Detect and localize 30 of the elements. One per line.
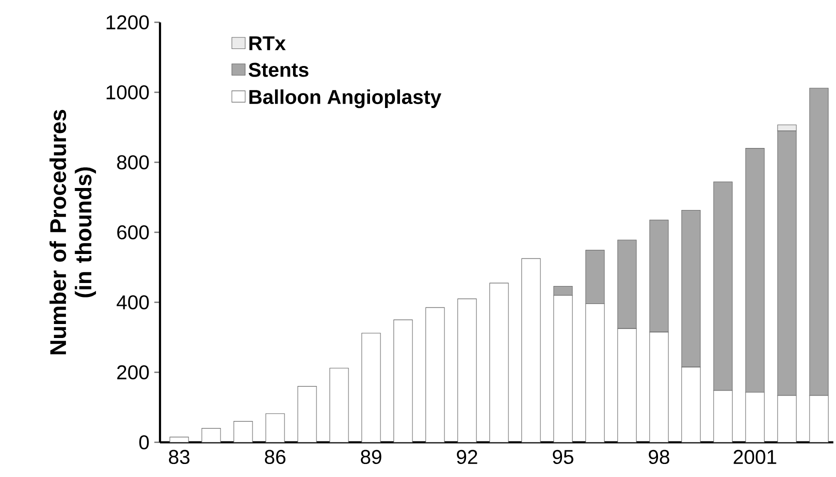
y-axis-title: Number of Procedures (in thounds)	[50, 110, 96, 354]
legend-label: RTx	[249, 36, 286, 50]
x-tick-label: 86	[264, 450, 286, 464]
bar	[394, 320, 413, 443]
bar	[202, 428, 221, 443]
y-tick-label: 1000	[106, 85, 149, 100]
bar	[362, 332, 381, 443]
bar	[298, 386, 317, 443]
bar	[266, 413, 285, 443]
x-tick-label: 98	[648, 450, 670, 464]
bar	[425, 307, 445, 443]
legend-label: Stents	[248, 62, 308, 77]
bar	[234, 421, 253, 443]
y-tick-label: 800	[117, 155, 149, 170]
x-tick-label: 92	[456, 450, 478, 464]
x-tick-label: 89	[360, 450, 382, 464]
x-tick-label: 2001	[734, 450, 776, 464]
bar	[521, 258, 541, 443]
y-tick-label: 1200	[106, 15, 149, 30]
x-tick-label: 95	[552, 450, 574, 464]
bar	[489, 282, 509, 443]
y-tick-label: 600	[117, 225, 149, 240]
bar	[170, 436, 189, 443]
y-tick-label: 200	[117, 365, 149, 380]
y-tick-label: 0	[139, 435, 149, 450]
bar	[330, 368, 349, 443]
legend-label: Balloon Angioplasty	[249, 89, 442, 108]
x-tick-label: 83	[168, 450, 190, 464]
y-tick-label: 400	[116, 295, 149, 310]
bar	[457, 298, 477, 443]
